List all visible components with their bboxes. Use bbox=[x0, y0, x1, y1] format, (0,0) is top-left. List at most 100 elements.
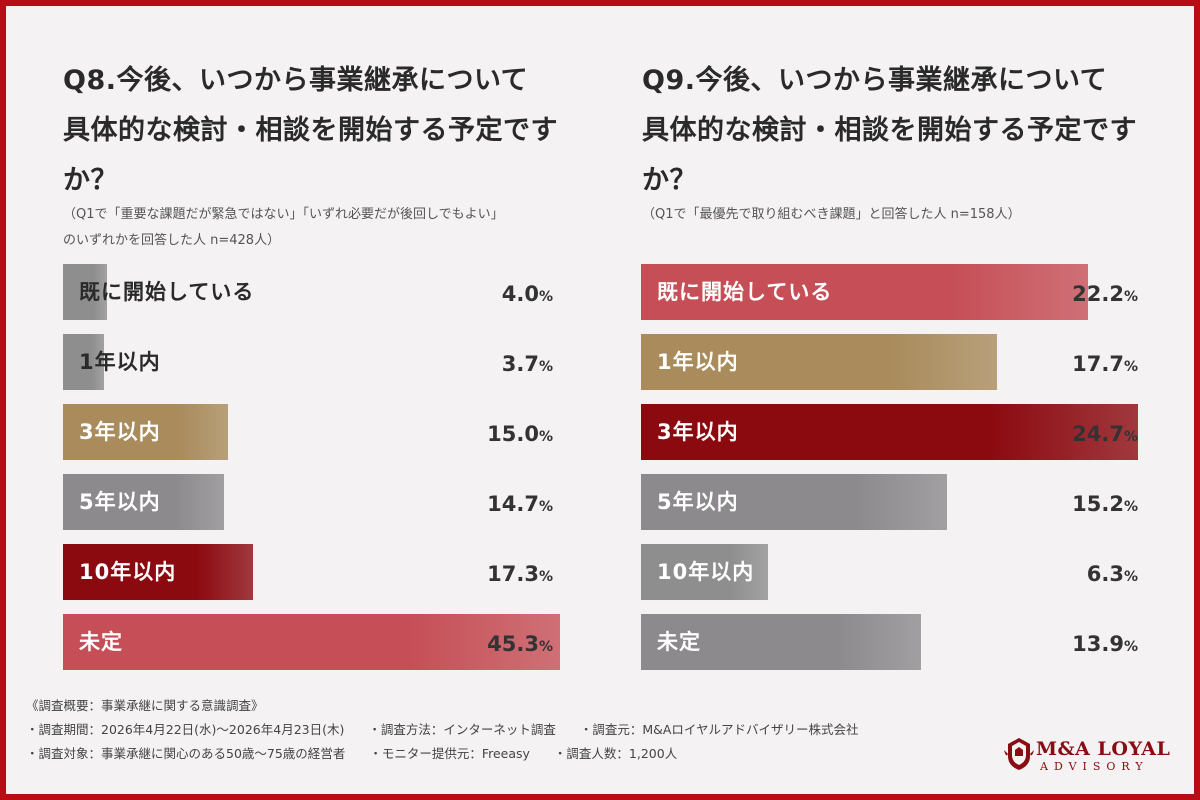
bar-value-number: 22.2 bbox=[1072, 282, 1124, 306]
bar-row: 1年以内 3.7% bbox=[63, 334, 553, 390]
q8-bar-chart: 既に開始している 4.0% 1年以内 3.7% 3年以内 15.0% 5年以内 14.7% 10… bbox=[6, 6, 606, 686]
bar-row: 3年以内 15.0% bbox=[63, 404, 553, 460]
bar-value-unit: % bbox=[1123, 429, 1138, 445]
bar bbox=[641, 474, 947, 530]
bar-value-number: 24.7 bbox=[1072, 422, 1124, 446]
bar bbox=[641, 404, 1138, 460]
survey-footer: 《調査概要：事業承継に関する意識調査》 ・調査期間：2026年4月22日(水)～… bbox=[26, 694, 879, 766]
bar-value-number: 4.0 bbox=[501, 282, 539, 306]
bar-category-label: 3年以内 bbox=[79, 420, 161, 444]
bar-category-label: 1年以内 bbox=[657, 350, 739, 374]
bar-category-label: 3年以内 bbox=[657, 420, 739, 444]
bar-value-label: 24.7% bbox=[1072, 404, 1138, 467]
bar-value-label: 3.7% bbox=[502, 334, 553, 397]
bar bbox=[63, 404, 228, 460]
q9-note-line-1: （Q1で「最優先で取り組むべき課題」と回答した人 n=158人） bbox=[642, 207, 1021, 222]
bar-value-unit: % bbox=[538, 429, 553, 445]
bar-value-unit: % bbox=[1123, 359, 1138, 375]
bar-category-label: 10年以内 bbox=[79, 560, 177, 584]
q9-bar-chart: 既に開始している 22.2% 1年以内 17.7% 3年以内 24.7% 5年以内 15.2%… bbox=[586, 6, 1194, 686]
q9-note: （Q1で「最優先で取り組むべき課題」と回答した人 n=158人） bbox=[642, 202, 1162, 228]
q9-panel: Q9.今後、いつから事業継承について 具体的な検討・相談を開始する予定です か？… bbox=[586, 6, 1194, 686]
bar-category-label: 未定 bbox=[657, 630, 701, 654]
bar-value-number: 14.7 bbox=[487, 492, 539, 516]
q8-title-line-2: 具体的な検討・相談を開始する予定です bbox=[63, 115, 558, 146]
bar-category-label: 既に開始している bbox=[657, 280, 833, 304]
bar-value-unit: % bbox=[538, 569, 553, 585]
bar-value-number: 17.3 bbox=[487, 562, 539, 586]
company-logo: M&A LOYAL ADVISORY bbox=[1000, 730, 1190, 780]
bar-category-label: 5年以内 bbox=[79, 490, 161, 514]
footer-source: ・調査元：M&Aロイヤルアドバイザリー株式会社 bbox=[579, 722, 859, 737]
footer-target: ・調査対象：事業承継に関心のある50歳～75歳の経営者 bbox=[26, 746, 346, 761]
bar-row: 既に開始している 4.0% bbox=[63, 264, 553, 320]
bar-row: 10年以内 17.3% bbox=[63, 544, 553, 600]
q9-title-line-1: Q9.今後、いつから事業継承について bbox=[642, 65, 1108, 96]
bar-value-number: 15.0 bbox=[487, 422, 539, 446]
q8-title-line-1: Q8.今後、いつから事業継承について bbox=[63, 65, 529, 96]
bar bbox=[63, 334, 104, 390]
bar-value-unit: % bbox=[1123, 639, 1138, 655]
bar bbox=[63, 264, 107, 320]
bar-category-label: 未定 bbox=[79, 630, 123, 654]
bar-value-label: 15.0% bbox=[487, 404, 553, 467]
bar bbox=[63, 474, 225, 530]
bar-value-number: 17.7 bbox=[1072, 352, 1124, 376]
q9-title-line-3: か？ bbox=[642, 165, 697, 196]
footer-heading: 《調査概要：事業承継に関する意識調査》 bbox=[26, 698, 264, 713]
bar-value-number: 3.7 bbox=[501, 352, 539, 376]
q8-note-line-2: のいずれかを回答した人 n=428人） bbox=[63, 233, 281, 248]
bar-row: 3年以内 24.7% bbox=[641, 404, 1138, 460]
bar-row: 既に開始している 22.2% bbox=[641, 264, 1138, 320]
bar-value-number: 6.3 bbox=[1086, 562, 1124, 586]
bar-category-label: 1年以内 bbox=[79, 350, 161, 374]
bar-value-unit: % bbox=[1123, 289, 1138, 305]
bar-row: 未定 45.3% bbox=[63, 614, 560, 670]
bar-row: 5年以内 14.7% bbox=[63, 474, 553, 530]
bar-value-label: 45.3% bbox=[487, 614, 553, 677]
q8-panel: Q8.今後、いつから事業継承について 具体的な検討・相談を開始する予定です か？… bbox=[6, 6, 606, 686]
bar-value-unit: % bbox=[1123, 499, 1138, 515]
bar bbox=[641, 614, 921, 670]
bar-value-unit: % bbox=[538, 359, 553, 375]
bar-category-label: 10年以内 bbox=[657, 560, 755, 584]
footer-count: ・調査人数：1,200人 bbox=[553, 746, 678, 761]
bar-row: 未定 13.9% bbox=[641, 614, 1138, 670]
bar-value-number: 15.2 bbox=[1072, 492, 1124, 516]
bar-value-label: 22.2% bbox=[1072, 264, 1138, 327]
bar-value-unit: % bbox=[538, 639, 553, 655]
q9-title: Q9.今後、いつから事業継承について 具体的な検討・相談を開始する予定です か？ bbox=[642, 56, 1152, 206]
bar-row: 1年以内 17.7% bbox=[641, 334, 1138, 390]
crest-icon bbox=[1004, 738, 1034, 770]
bar-value-number: 45.3 bbox=[487, 632, 539, 656]
bar-value-label: 6.3% bbox=[1087, 544, 1138, 607]
q8-note: （Q1で「重要な課題だが緊急ではない」「いずれ必要だが後回しでもよい」 のいずれ… bbox=[63, 202, 583, 254]
bar-value-unit: % bbox=[1123, 569, 1138, 585]
bar-value-label: 17.7% bbox=[1072, 334, 1138, 397]
bar-row: 5年以内 15.2% bbox=[641, 474, 1138, 530]
bar-category-label: 5年以内 bbox=[657, 490, 739, 514]
bar bbox=[641, 334, 998, 390]
bar-value-label: 4.0% bbox=[502, 264, 553, 327]
bar bbox=[641, 544, 768, 600]
bar-category-label: 既に開始している bbox=[79, 280, 255, 304]
infographic-card: Q8.今後、いつから事業継承について 具体的な検討・相談を開始する予定です か？… bbox=[6, 6, 1194, 794]
footer-monitor: ・モニター提供元：Freeasy bbox=[369, 746, 530, 761]
bar bbox=[641, 264, 1088, 320]
bar-row: 10年以内 6.3% bbox=[641, 544, 1138, 600]
logo-subtitle: ADVISORY bbox=[1040, 760, 1149, 773]
bar-value-label: 17.3% bbox=[487, 544, 553, 607]
logo-name: M&A LOYAL bbox=[1036, 738, 1171, 760]
bar-value-number: 13.9 bbox=[1072, 632, 1124, 656]
bar bbox=[63, 544, 253, 600]
bar bbox=[63, 614, 560, 670]
q8-title: Q8.今後、いつから事業継承について 具体的な検討・相談を開始する予定です か？ bbox=[63, 56, 573, 206]
footer-method: ・調査方法：インターネット調査 bbox=[368, 722, 556, 737]
bar-value-label: 14.7% bbox=[487, 474, 553, 537]
q9-title-line-2: 具体的な検討・相談を開始する予定です bbox=[642, 115, 1137, 146]
q8-title-line-3: か？ bbox=[63, 165, 118, 196]
bar-value-unit: % bbox=[538, 289, 553, 305]
q8-note-line-1: （Q1で「重要な課題だが緊急ではない」「いずれ必要だが後回しでもよい」 bbox=[63, 207, 504, 222]
bar-value-label: 15.2% bbox=[1072, 474, 1138, 537]
bar-value-label: 13.9% bbox=[1072, 614, 1138, 677]
